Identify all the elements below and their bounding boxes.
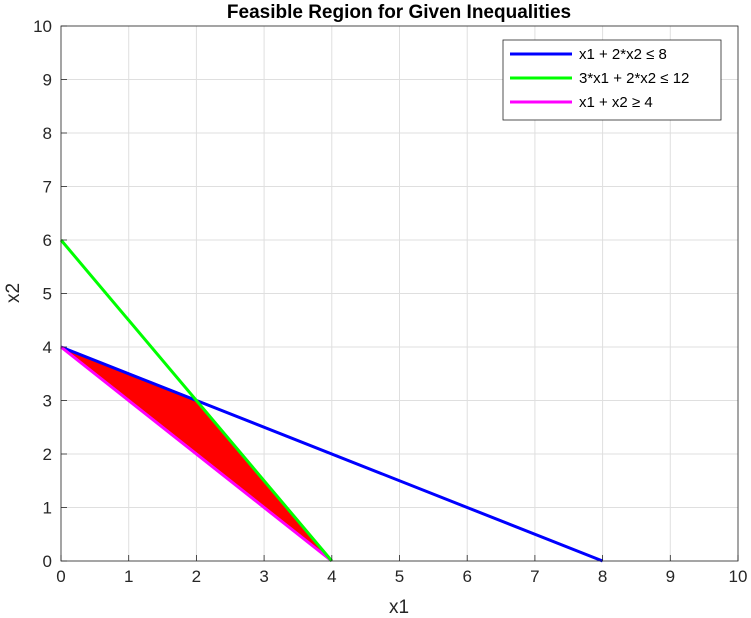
y-tick-label: 10	[33, 17, 52, 36]
x-tick-label: 8	[598, 567, 607, 586]
y-tick-label: 8	[43, 124, 52, 143]
x-tick-label: 7	[530, 567, 539, 586]
y-tick-label: 2	[43, 445, 52, 464]
x-axis-ticks: 0 1 2 3 4 5 6 7 8 9 10	[56, 555, 747, 586]
legend-label: 3*x1 + 2*x2 ≤ 12	[579, 70, 689, 87]
y-axis-label: x2	[3, 283, 24, 303]
x-tick-label: 10	[729, 567, 748, 586]
legend-label: x1 + 2*x2 ≤ 8	[579, 46, 667, 63]
y-axis-ticks: 0 1 2 3 4 5 6 7 8 9 10	[33, 17, 67, 571]
y-tick-label: 3	[43, 392, 52, 411]
x-tick-label: 1	[124, 567, 133, 586]
y-tick-label: 0	[43, 552, 52, 571]
legend-entries: x1 + 2*x2 ≤ 8 3*x1 + 2*x2 ≤ 12 x1 + x2 ≥ 4	[510, 46, 689, 111]
y-tick-label: 4	[43, 338, 52, 357]
y-tick-label: 5	[43, 285, 52, 304]
y-tick-label: 7	[43, 178, 52, 197]
chart-title: Feasible Region for Given Inequalities	[227, 2, 571, 23]
series-lines	[59, 239, 604, 563]
x-tick-label: 5	[395, 567, 404, 586]
legend: x1 + 2*x2 ≤ 8 3*x1 + 2*x2 ≤ 12 x1 + x2 ≥ 4	[502, 39, 722, 121]
legend-label: x1 + x2 ≥ 4	[579, 94, 653, 111]
x-axis-label: x1	[389, 597, 409, 618]
x-tick-label: 9	[666, 567, 675, 586]
y-tick-label: 1	[43, 499, 52, 518]
series-line-1	[60, 345, 604, 563]
x-tick-label: 2	[192, 567, 201, 586]
series-line-2	[59, 239, 333, 562]
series-line-3	[60, 345, 333, 563]
y-tick-label: 9	[43, 71, 52, 90]
x-tick-label: 6	[462, 567, 471, 586]
x-tick-label: 0	[56, 567, 65, 586]
x-tick-label: 4	[327, 567, 336, 586]
x-tick-label: 3	[259, 567, 268, 586]
y-tick-label: 6	[43, 231, 52, 250]
